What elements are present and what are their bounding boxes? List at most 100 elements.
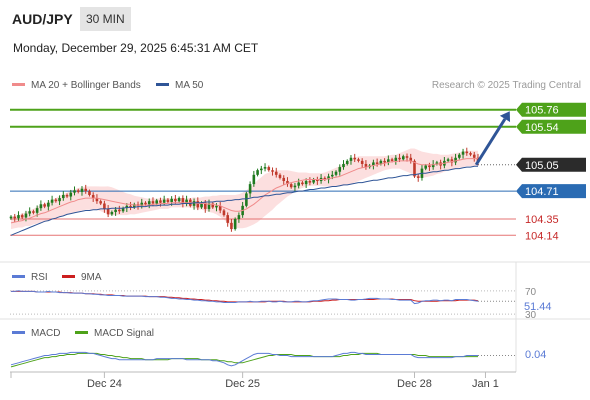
candle	[469, 151, 472, 157]
candle-body	[271, 170, 274, 172]
legend-ma50-swatch	[156, 82, 169, 86]
candle-body	[454, 157, 457, 163]
candle	[360, 158, 364, 168]
ma50-line	[10, 165, 478, 236]
candle-body	[211, 203, 215, 208]
legend-rsi: RSI	[12, 272, 48, 283]
candle	[84, 184, 88, 194]
candle-body	[222, 210, 226, 216]
candle	[28, 207, 31, 217]
candle	[24, 210, 28, 222]
candle	[364, 160, 368, 170]
candle-body	[245, 193, 248, 206]
candle-body	[372, 162, 375, 166]
level-badge-resistance	[516, 119, 586, 134]
candle-body	[375, 162, 379, 164]
candle-body	[424, 165, 427, 169]
candle-body	[9, 216, 13, 219]
candle-body	[304, 181, 308, 185]
legend-ma20: MA 20 + Bollinger Bands	[12, 80, 141, 91]
candle-body	[99, 201, 102, 204]
candle-body	[17, 215, 20, 219]
candle-body	[144, 202, 147, 205]
forecast-arrow-head	[499, 111, 511, 123]
candle	[271, 167, 274, 176]
candle	[289, 182, 293, 189]
candle-body	[177, 198, 181, 202]
level-badge-resistance	[516, 102, 586, 117]
candle-body	[398, 157, 401, 160]
candle	[192, 198, 196, 210]
candle	[278, 173, 282, 180]
candle	[99, 199, 102, 206]
legend-rsi-ma-label: 9MA	[81, 272, 102, 283]
candle-body	[409, 157, 413, 161]
candle	[47, 200, 50, 211]
legend-rsi-ma-swatch	[62, 274, 75, 278]
candle	[39, 200, 43, 211]
candle-body	[450, 159, 454, 163]
x-tick-label: Dec 25	[225, 378, 260, 390]
ma20-line	[10, 158, 478, 224]
candle	[177, 196, 181, 203]
candle	[465, 147, 469, 156]
candle-body	[20, 215, 24, 218]
candle-body	[379, 160, 383, 164]
candle-body	[256, 170, 259, 175]
timeframe-badge[interactable]: 30 MIN	[80, 7, 131, 31]
candle-body	[297, 182, 300, 186]
candle-body	[73, 190, 76, 193]
candle	[312, 177, 315, 185]
candle-body	[338, 167, 342, 172]
candle	[50, 195, 54, 206]
candle-body	[230, 222, 233, 230]
candle-body	[103, 203, 106, 209]
candle	[106, 205, 110, 218]
candle-body	[349, 157, 353, 161]
candle-body	[289, 184, 293, 188]
candle-body	[110, 212, 114, 215]
level-label-resistance: 105.54	[525, 122, 559, 134]
candle-body	[151, 201, 155, 204]
candle-body	[88, 191, 91, 195]
candle-body	[39, 204, 43, 209]
macd-current-label: 0.04	[525, 349, 546, 361]
candle-body	[181, 198, 185, 204]
candle-body	[263, 167, 267, 169]
candle-body	[65, 194, 69, 197]
candle	[323, 176, 327, 182]
candle	[342, 160, 345, 170]
candle-body	[192, 201, 196, 206]
rsi-level-label: 30	[525, 310, 537, 321]
candle-body	[293, 185, 297, 188]
candle	[454, 153, 457, 166]
legend-rsi-swatch	[12, 274, 25, 278]
candle	[297, 178, 300, 189]
candle-body	[121, 208, 125, 212]
candle-body	[387, 159, 390, 163]
candle-body	[24, 213, 28, 218]
candle	[43, 202, 46, 209]
candle-body	[118, 209, 121, 212]
candle-body	[458, 154, 461, 158]
candle	[334, 170, 338, 177]
candle-body	[308, 181, 312, 183]
rsi-line	[11, 290, 479, 305]
candle-body	[54, 199, 58, 202]
report-datetime: Monday, December 29, 2025 6:45:31 AM CET	[13, 41, 259, 55]
candle-body	[13, 216, 17, 219]
rsi-level-label: 70	[525, 287, 537, 298]
candle-body	[114, 209, 117, 213]
candle	[409, 153, 413, 164]
candle	[166, 198, 170, 204]
candle-body	[32, 211, 35, 213]
candle	[218, 201, 222, 214]
candle	[233, 217, 237, 231]
candle	[416, 173, 420, 182]
candle	[252, 170, 256, 187]
candle-body	[323, 177, 327, 180]
candle	[9, 215, 13, 220]
candle	[110, 210, 114, 216]
symbol-title: AUD/JPY	[12, 11, 73, 27]
